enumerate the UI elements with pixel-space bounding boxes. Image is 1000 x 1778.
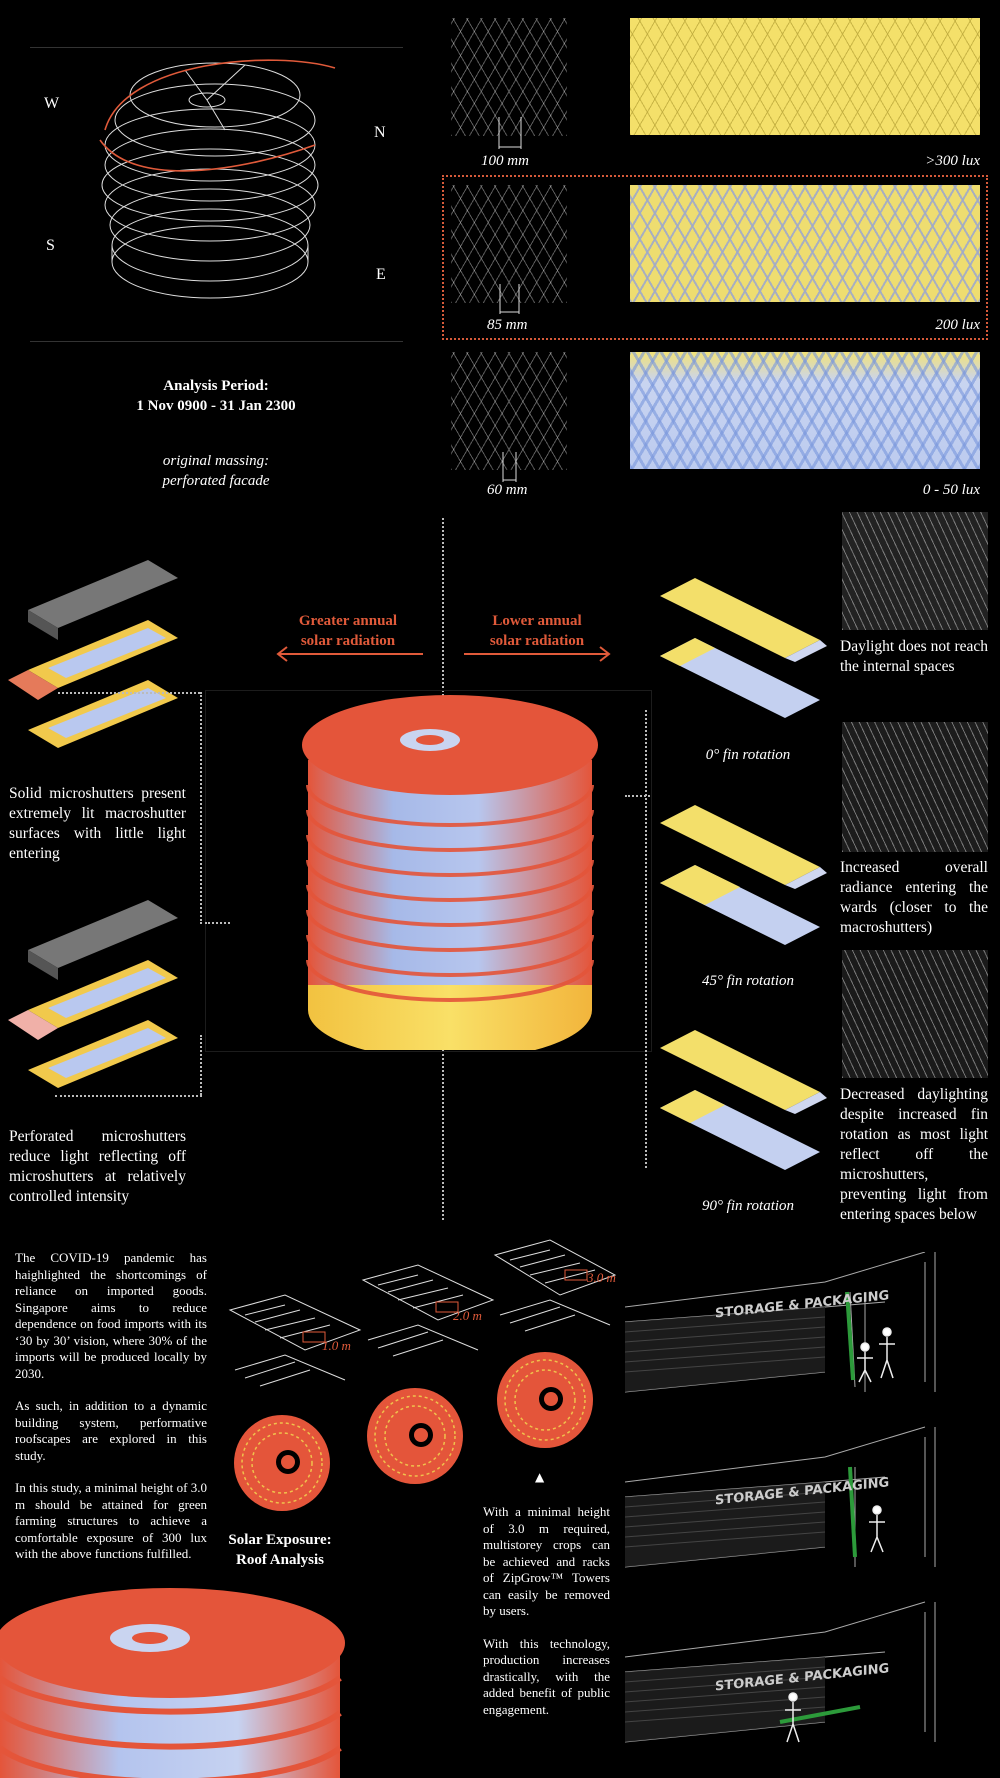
roof-height-label: 1.0 m (322, 1338, 351, 1353)
compass-north-label: N (374, 124, 386, 141)
lux-map (630, 185, 980, 302)
greater-radiation-label: Greater annual solar radiation (298, 613, 398, 649)
leader-line (200, 692, 202, 924)
intro-paragraph: The COVID-19 pandemic has haighlighted t… (15, 1250, 207, 1381)
daylight-render (842, 950, 988, 1078)
leader-line (205, 922, 230, 924)
radiation-model-detail (0, 1588, 345, 1778)
fin-rotation-label: 0° fin rotation (705, 747, 791, 763)
analysis-caption: original massing: perforated facade (162, 453, 270, 489)
fin-rotation-layers (660, 805, 827, 945)
fin-rotation-layers (660, 1030, 827, 1170)
solid-microshutters-note: Solid microshutters present extremely li… (9, 785, 186, 862)
zipgrow-paragraph: With this technology, production increas… (483, 1635, 610, 1717)
divider (30, 341, 403, 342)
spacing-dimension-icon (499, 284, 520, 314)
solid-shutter-layers (8, 560, 178, 748)
intro-text: The COVID-19 pandemic has haighlighted t… (15, 1250, 207, 1563)
leader-line (645, 710, 647, 1168)
model-frame (205, 690, 652, 1052)
intro-paragraph: As such, in addition to a dynamic buildi… (15, 1398, 207, 1463)
highlight-frame (442, 175, 988, 340)
roof-height-label: 3.0 m (587, 1270, 616, 1285)
lower-radiation-label: Lower annual solar radiation (489, 613, 585, 649)
spacing-label: 60 mm (487, 482, 528, 498)
fin-rotation-note: Decreased daylighting despite increased … (840, 1086, 988, 1223)
compass-south-label: S (46, 237, 55, 254)
analysis-period: Analysis Period: 1 Nov 0900 - 31 Jan 230… (136, 378, 296, 414)
arrow-left-icon (276, 646, 423, 662)
daylight-render (842, 512, 988, 630)
perforation-pattern (451, 185, 567, 303)
daylight-render (842, 722, 988, 852)
roof-analysis-title: Solar Exposure: Roof Analysis (228, 1532, 332, 1568)
zipgrow-text: With a minimal height of 3.0 m required,… (483, 1504, 610, 1718)
intro-paragraph: In this study, a minimal height of 3.0 m… (15, 1480, 207, 1561)
perforation-pattern (451, 352, 567, 470)
spacing-dimension-icon (502, 452, 517, 482)
leader-line (58, 692, 200, 694)
divider (30, 47, 403, 48)
roof-height-wireframe (361, 1264, 495, 1357)
fin-rotation-note: Increased overall radiance entering the … (840, 859, 988, 936)
lux-map (630, 352, 980, 469)
leader-line (625, 795, 650, 797)
roof-disk (497, 1352, 593, 1448)
perforation-pattern (451, 18, 567, 136)
compass-east-label: E (376, 266, 386, 283)
lux-label: 200 lux (935, 317, 980, 333)
fin-rotation-note: Daylight does not reach the internal spa… (840, 638, 988, 675)
warehouse-sketches: STORAGE & PACKAGING STORAGE & PACKAGING … (625, 1252, 936, 1743)
roof-disk (234, 1415, 330, 1511)
leader-line (200, 1035, 202, 1095)
perforated-shutter-layers (8, 900, 178, 1088)
lux-label: 0 - 50 lux (922, 482, 980, 498)
arrow-right-icon (464, 646, 611, 662)
spacing-dimension-icon (498, 117, 522, 149)
fin-rotation-layers (660, 578, 827, 718)
roof-height-wireframe (493, 1239, 617, 1332)
spacing-label: 100 mm (481, 153, 529, 169)
zipgrow-paragraph: With a minimal height of 3.0 m required,… (483, 1504, 610, 1618)
compass-west-label: W (44, 95, 60, 112)
leader-line (55, 1095, 202, 1097)
radiation-model (302, 695, 598, 1050)
perforated-microshutters-note: Perforated microshutters reduce light re… (9, 1128, 186, 1205)
triangle-up-icon: ▲ (535, 1470, 545, 1484)
lux-map (630, 18, 980, 135)
roof-disk (367, 1388, 463, 1484)
spacing-label: 85 mm (487, 317, 528, 333)
lux-label: >300 lux (925, 153, 980, 169)
fin-rotation-label: 45° fin rotation (701, 973, 795, 989)
roof-height-label: 2.0 m (453, 1308, 482, 1323)
massing-wireframe (99, 59, 336, 299)
roof-height-wireframe (228, 1294, 362, 1387)
fin-rotation-label: 90° fin rotation (701, 1198, 795, 1214)
